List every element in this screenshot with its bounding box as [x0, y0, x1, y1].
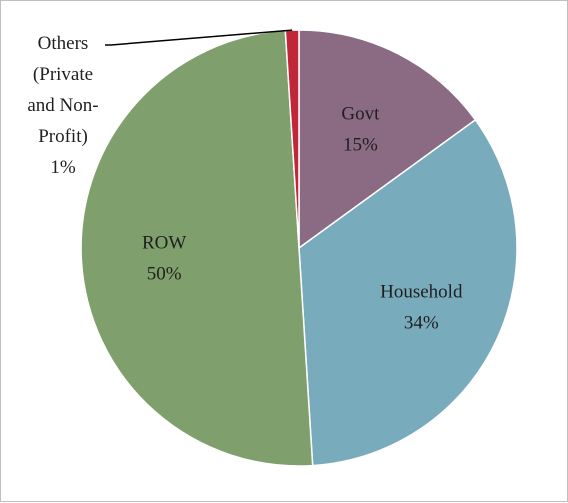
data-label-others: Others (Private and Non-Profit) 1%	[27, 33, 98, 178]
pie-slice-row	[80, 29, 314, 467]
pie-slice-household	[298, 118, 518, 467]
others-leader-line	[105, 29, 293, 46]
data-label-govt: Govt 15%	[341, 104, 380, 156]
pie-slice-govt	[298, 29, 477, 250]
data-label-household: Household 34%	[380, 282, 463, 334]
data-label-row: ROW 50%	[142, 232, 186, 284]
